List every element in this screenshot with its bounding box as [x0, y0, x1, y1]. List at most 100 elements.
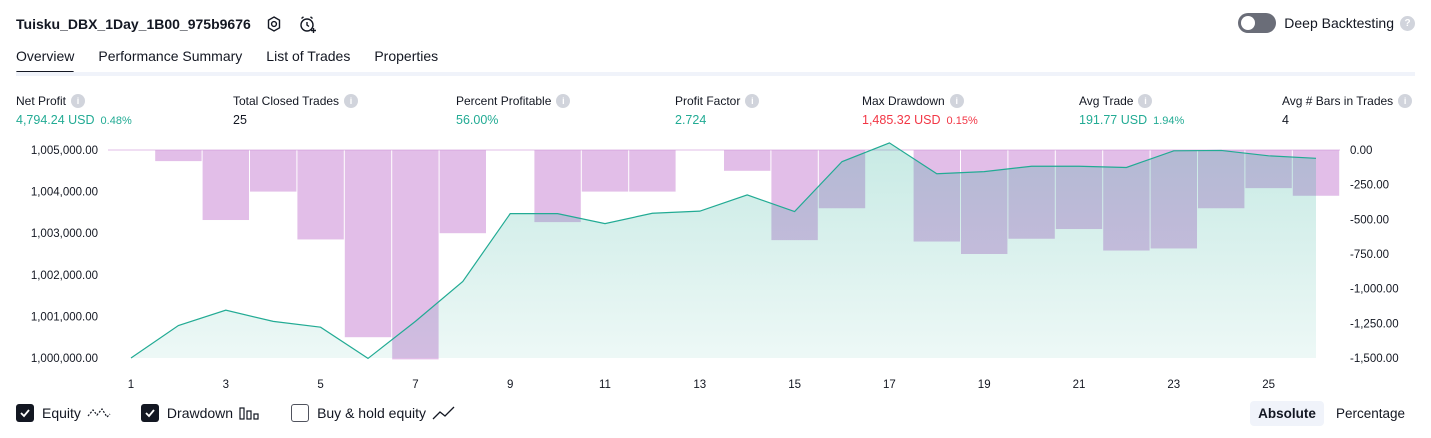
- equity-drawdown-chart[interactable]: 1,005,000.00 1,004,000.00 1,003,000.00 1,00…: [0, 140, 1431, 400]
- percentage-button[interactable]: Percentage: [1335, 406, 1405, 421]
- equity-line: [130, 142, 1317, 360]
- equity-area: [131, 142, 1316, 359]
- left-axis-tick-label: 1,001,000.00: [31, 311, 98, 323]
- drawdown-bar: [250, 150, 297, 192]
- info-icon[interactable]: i: [71, 94, 86, 108]
- x-axis-tick-label: 23: [1167, 379, 1180, 391]
- tab-properties[interactable]: Properties: [374, 48, 439, 64]
- x-axis-tick-label: 11: [599, 379, 611, 391]
- settings-icon[interactable]: [263, 13, 285, 35]
- left-axis-tick-label: 1,003,000.00: [31, 228, 98, 240]
- drawdown-bars-icon: [239, 405, 261, 421]
- x-axis-tick-label: 7: [412, 379, 418, 391]
- right-axis-tick-label: -750.00: [1350, 249, 1389, 261]
- x-axis-tick-label: 15: [788, 379, 801, 391]
- x-axis-tick-label: 13: [693, 379, 706, 391]
- info-icon[interactable]: i: [1138, 94, 1153, 108]
- legend-buy-hold[interactable]: Buy & hold equity: [291, 404, 456, 422]
- display-mode-switch: Absolute Percentage: [1246, 401, 1413, 426]
- x-axis-tick-label: 25: [1262, 379, 1275, 391]
- equity-checkbox[interactable]: [16, 404, 34, 422]
- right-axis-tick-label: -500.00: [1350, 214, 1389, 226]
- metric-net-profit: Net Profit i 4,794.24 USD 0.48%: [16, 94, 132, 127]
- chart-legend: Equity Drawdown Buy & hold equity: [16, 404, 486, 422]
- metric-label: Net Profit: [16, 94, 67, 108]
- deep-backtesting-toggle[interactable]: [1238, 13, 1277, 33]
- deep-backtesting-control: Deep Backtesting ?: [1238, 13, 1415, 33]
- drawdown-bar: [202, 150, 249, 221]
- x-axis-tick-label: 9: [507, 379, 513, 391]
- info-icon[interactable]: i: [344, 94, 359, 108]
- drawdown-checkbox[interactable]: [140, 404, 159, 422]
- left-axis-tick-label: 1,002,000.00: [31, 270, 98, 282]
- left-axis-tick-label: 1,000,000.00: [31, 353, 98, 365]
- equity-line-icon: [87, 405, 111, 421]
- deep-backtesting-label: Deep Backtesting: [1284, 15, 1394, 31]
- metric-label: Total Closed Trades: [233, 94, 340, 108]
- metric-label: Percent Profitable: [456, 94, 552, 108]
- metric-max-drawdown: Max Drawdown i 1,485.32 USD 0.15%: [862, 94, 978, 127]
- metric-label: Avg # Bars in Trades: [1282, 94, 1394, 108]
- x-axis-tick-label: 19: [978, 379, 991, 391]
- tab-divider: [16, 72, 1415, 76]
- x-axis-tick-label: 3: [223, 379, 229, 391]
- metric-label: Avg Trade: [1079, 94, 1134, 108]
- drawdown-bar: [344, 150, 392, 338]
- strategy-header: Tuisku_DBX_1Day_1B00_975b9676: [16, 12, 319, 36]
- metric-value: 2.724: [675, 113, 707, 127]
- drawdown-bar: [534, 150, 581, 223]
- metric-value: 4,794.24 USD: [16, 113, 95, 127]
- right-axis-tick-label: -1,250.00: [1350, 318, 1399, 330]
- right-axis-tick-label: -1,500.00: [1350, 353, 1399, 365]
- info-icon[interactable]: i: [949, 94, 964, 108]
- drawdown-bar: [439, 150, 486, 234]
- help-icon[interactable]: ?: [1400, 15, 1415, 31]
- legend-equity[interactable]: Equity: [16, 404, 111, 422]
- metric-percent: 1.94%: [1153, 115, 1185, 127]
- right-axis-tick-label: 0.00: [1350, 145, 1372, 157]
- metric-value: 1,485.32 USD: [862, 113, 941, 127]
- buy-hold-checkbox[interactable]: [291, 404, 310, 422]
- drawdown-bar: [724, 150, 771, 171]
- metric-percent-profitable: Percent Profitable i 56.00%: [456, 94, 571, 127]
- strategy-title: Tuisku_DBX_1Day_1B00_975b9676: [16, 16, 251, 32]
- metric-total-closed-trades: Total Closed Trades i 25: [233, 94, 359, 127]
- left-axis-tick-label: 1,004,000.00: [31, 187, 98, 199]
- x-axis-tick-label: 17: [883, 379, 896, 391]
- legend-drawdown[interactable]: Drawdown: [140, 404, 261, 422]
- tab-performance-summary[interactable]: Performance Summary: [98, 48, 243, 64]
- metric-value: 4: [1282, 113, 1289, 127]
- metric-label: Profit Factor: [675, 94, 741, 108]
- info-icon[interactable]: i: [556, 94, 571, 108]
- buy-hold-line-icon: [432, 405, 456, 421]
- metric-label: Max Drawdown: [862, 94, 945, 108]
- left-axis-tick-label: 1,005,000.00: [31, 145, 98, 157]
- tab-list-of-trades[interactable]: List of Trades: [266, 48, 351, 64]
- x-axis-tick-label: 21: [1073, 379, 1086, 391]
- metric-value: 56.00%: [456, 113, 499, 127]
- x-axis-tick-label: 1: [128, 379, 134, 391]
- drawdown-bar: [629, 150, 676, 192]
- info-icon[interactable]: i: [745, 94, 760, 108]
- absolute-button[interactable]: Absolute: [1250, 401, 1324, 426]
- metric-percent: 0.15%: [946, 115, 978, 127]
- drawdown-bar: [581, 150, 629, 192]
- tab-bar: Overview Performance Summary List of Tra…: [16, 48, 462, 74]
- metric-value: 191.77 USD: [1079, 113, 1148, 127]
- right-axis-tick-label: -1,000.00: [1350, 284, 1399, 296]
- info-icon[interactable]: i: [1398, 94, 1413, 108]
- metric-value: 25: [233, 113, 247, 127]
- x-axis-tick-label: 5: [317, 379, 323, 391]
- legend-buy-hold-label: Buy & hold equity: [317, 405, 427, 421]
- legend-equity-label: Equity: [42, 405, 81, 421]
- metrics-row: Net Profit i 4,794.24 USD 0.48% Total Clos…: [0, 94, 1431, 134]
- drawdown-bar: [297, 150, 344, 240]
- metric-percent: 0.48%: [100, 115, 132, 127]
- right-axis-tick-label: -250.00: [1350, 180, 1389, 192]
- drawdown-bar: [155, 150, 202, 162]
- metric-avg-trade: Avg Trade i 191.77 USD 1.94%: [1079, 94, 1184, 127]
- legend-drawdown-label: Drawdown: [166, 405, 234, 421]
- add-alert-icon[interactable]: [297, 13, 319, 35]
- tab-overview[interactable]: Overview: [16, 48, 75, 74]
- metric-avg-bars: Avg # Bars in Trades i 4: [1282, 94, 1413, 127]
